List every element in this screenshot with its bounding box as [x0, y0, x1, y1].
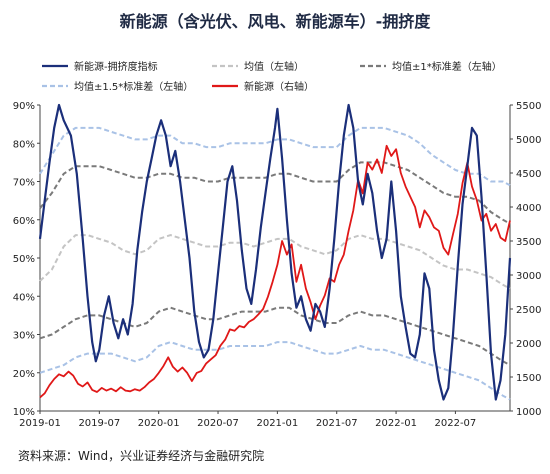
x-tick-label: 2019-01 [19, 418, 61, 429]
series-mean-plus-1sd-line [39, 161, 511, 225]
left-tick-label: 60% [13, 216, 35, 227]
x-tick-label: 2020-01 [138, 418, 180, 429]
right-tick-label: 5500 [516, 101, 541, 112]
left-tick-label: 10% [13, 407, 35, 418]
series-index-line [39, 144, 511, 399]
left-tick-label: 20% [13, 369, 35, 380]
x-tick-label: 2022-07 [435, 418, 477, 429]
chart-title: 新能源（含光伏、风电、新能源车）-拥挤度 [119, 12, 431, 31]
left-tick-label: 30% [13, 331, 35, 342]
series-crowding-line [38, 103, 512, 401]
legend-label: 均值（左轴） [244, 60, 304, 73]
series-mean-line [39, 234, 511, 290]
left-tick-label: 40% [13, 292, 35, 303]
left-tick-label: 70% [13, 178, 35, 189]
right-tick-label: 3000 [516, 271, 541, 282]
legend-label: 新能源-拥挤度指标 [74, 60, 158, 73]
right-tick-label: 2500 [516, 305, 541, 316]
x-tick-label: 2022-01 [375, 418, 417, 429]
left-tick-label: 50% [13, 254, 35, 265]
series-mean-minus-1.5sd-line [39, 341, 511, 401]
right-tick-label: 1000 [516, 407, 541, 418]
right-tick-label: 4000 [516, 203, 541, 214]
right-tick-label: 4500 [516, 169, 541, 180]
right-tick-label: 1500 [516, 373, 541, 384]
right-tick-label: 3500 [516, 237, 541, 248]
x-tick-label: 2019-07 [78, 418, 120, 429]
legend-label: 新能源（右轴） [244, 80, 314, 93]
x-tick-label: 2021-01 [256, 418, 298, 429]
source-note: 资料来源：Wind，兴业证券经济与金融研究院 [18, 449, 265, 463]
series-mean-plus-1.5sd-line [39, 126, 511, 187]
legend-label: 均值±1*标准差（左轴） [392, 60, 502, 73]
x-tick-label: 2020-07 [197, 418, 239, 429]
x-tick-label: 2021-07 [316, 418, 358, 429]
left-tick-label: 80% [13, 139, 35, 150]
right-tick-label: 2000 [516, 339, 541, 350]
legend-label: 均值±1.5*标准差（左轴） [74, 80, 193, 93]
right-tick-label: 5000 [516, 135, 541, 146]
left-tick-label: 90% [13, 101, 35, 112]
series-mean-minus-1sd-line [39, 306, 511, 366]
